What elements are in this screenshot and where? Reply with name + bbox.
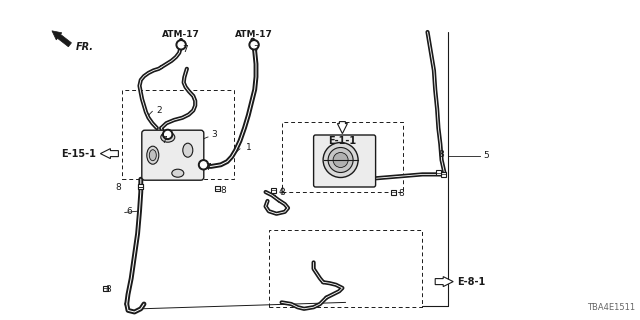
Bar — [122, 90, 234, 179]
Ellipse shape — [183, 143, 193, 157]
Text: 4: 4 — [278, 188, 284, 196]
FancyArrow shape — [337, 122, 348, 134]
Circle shape — [163, 129, 173, 140]
Text: 7: 7 — [205, 164, 211, 172]
Text: 3: 3 — [211, 130, 217, 139]
Text: ATM-17: ATM-17 — [162, 30, 200, 39]
Text: E-1-1: E-1-1 — [328, 136, 356, 146]
Circle shape — [176, 40, 186, 50]
Circle shape — [164, 132, 171, 137]
Ellipse shape — [328, 148, 353, 172]
Text: 8: 8 — [438, 150, 444, 159]
Text: 7: 7 — [253, 45, 259, 54]
Text: 1: 1 — [246, 143, 252, 152]
Bar — [215, 186, 220, 191]
Text: TBA4E1511: TBA4E1511 — [587, 303, 635, 312]
Text: E-8-1: E-8-1 — [457, 276, 486, 287]
Text: 8: 8 — [279, 188, 285, 197]
Bar — [441, 172, 446, 177]
Text: 8: 8 — [115, 183, 121, 192]
Ellipse shape — [161, 132, 175, 142]
Ellipse shape — [323, 142, 358, 178]
Bar — [271, 188, 276, 193]
Ellipse shape — [172, 169, 184, 177]
Text: E-15-1: E-15-1 — [61, 148, 97, 159]
Text: 8: 8 — [221, 186, 227, 195]
FancyArrow shape — [52, 31, 72, 47]
Circle shape — [200, 162, 207, 168]
Bar — [436, 170, 441, 175]
FancyBboxPatch shape — [142, 130, 204, 180]
Text: 2: 2 — [157, 106, 163, 115]
Bar — [138, 184, 143, 189]
Text: 6: 6 — [127, 207, 132, 216]
Ellipse shape — [149, 150, 156, 161]
Text: 7: 7 — [182, 45, 188, 54]
Ellipse shape — [333, 153, 348, 167]
Circle shape — [178, 42, 184, 48]
Bar — [138, 184, 143, 189]
Bar — [391, 189, 396, 195]
Text: ATM-17: ATM-17 — [235, 30, 273, 39]
Circle shape — [249, 40, 259, 50]
Circle shape — [198, 160, 209, 170]
Text: 8: 8 — [398, 189, 404, 198]
Text: FR.: FR. — [76, 42, 94, 52]
Ellipse shape — [147, 146, 159, 164]
Bar — [282, 122, 403, 192]
Text: 8: 8 — [106, 285, 111, 294]
FancyBboxPatch shape — [314, 135, 376, 187]
Text: 5: 5 — [483, 151, 489, 160]
FancyArrow shape — [435, 276, 453, 287]
FancyArrow shape — [100, 148, 118, 159]
Circle shape — [251, 42, 257, 48]
Text: 7: 7 — [161, 136, 167, 145]
Bar — [103, 285, 108, 291]
Bar — [269, 230, 422, 307]
